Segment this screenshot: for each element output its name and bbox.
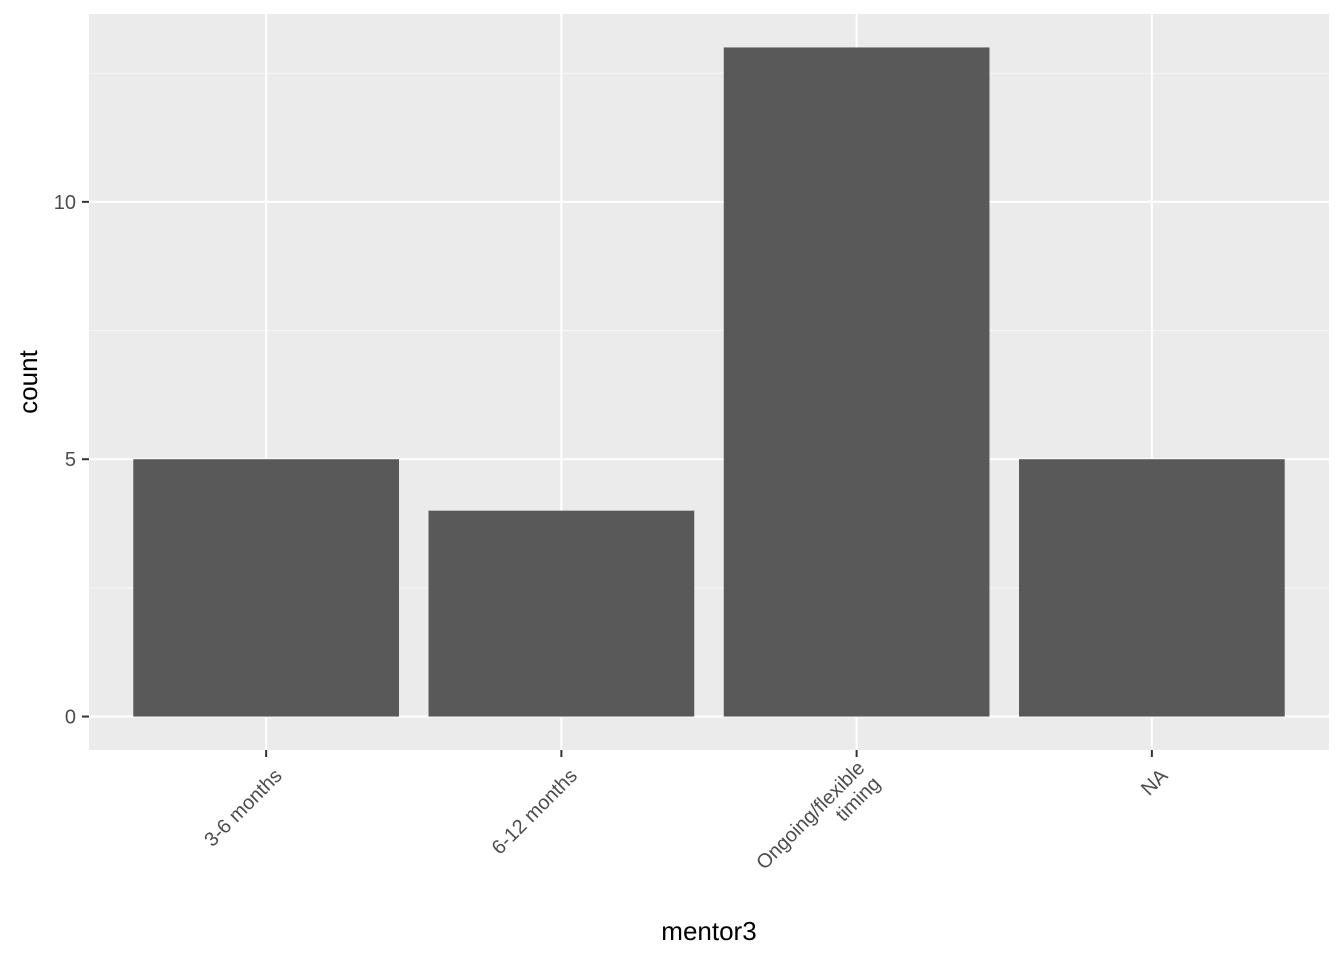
- y-axis: 0 5 10: [54, 192, 89, 729]
- y-tick-label: 0: [65, 707, 76, 729]
- y-tick-label: 10: [54, 192, 76, 214]
- y-tick-label: 5: [65, 449, 76, 471]
- x-tick-label: 6-12 months: [488, 765, 582, 859]
- bar: [133, 459, 400, 717]
- x-axis: 3-6 months 6-12 months Ongoing/flexibletim…: [200, 750, 1173, 890]
- bar: [428, 510, 695, 717]
- x-tick-label: 3-6 months: [200, 765, 286, 851]
- bar: [723, 47, 990, 717]
- x-axis-title: mentor3: [661, 916, 756, 946]
- bars: [133, 47, 1285, 717]
- y-axis-title: count: [13, 349, 43, 413]
- x-tick-label: Ongoing/flexibletiming: [752, 757, 885, 890]
- bar: [1019, 459, 1285, 717]
- x-tick-label: NA: [1137, 764, 1173, 800]
